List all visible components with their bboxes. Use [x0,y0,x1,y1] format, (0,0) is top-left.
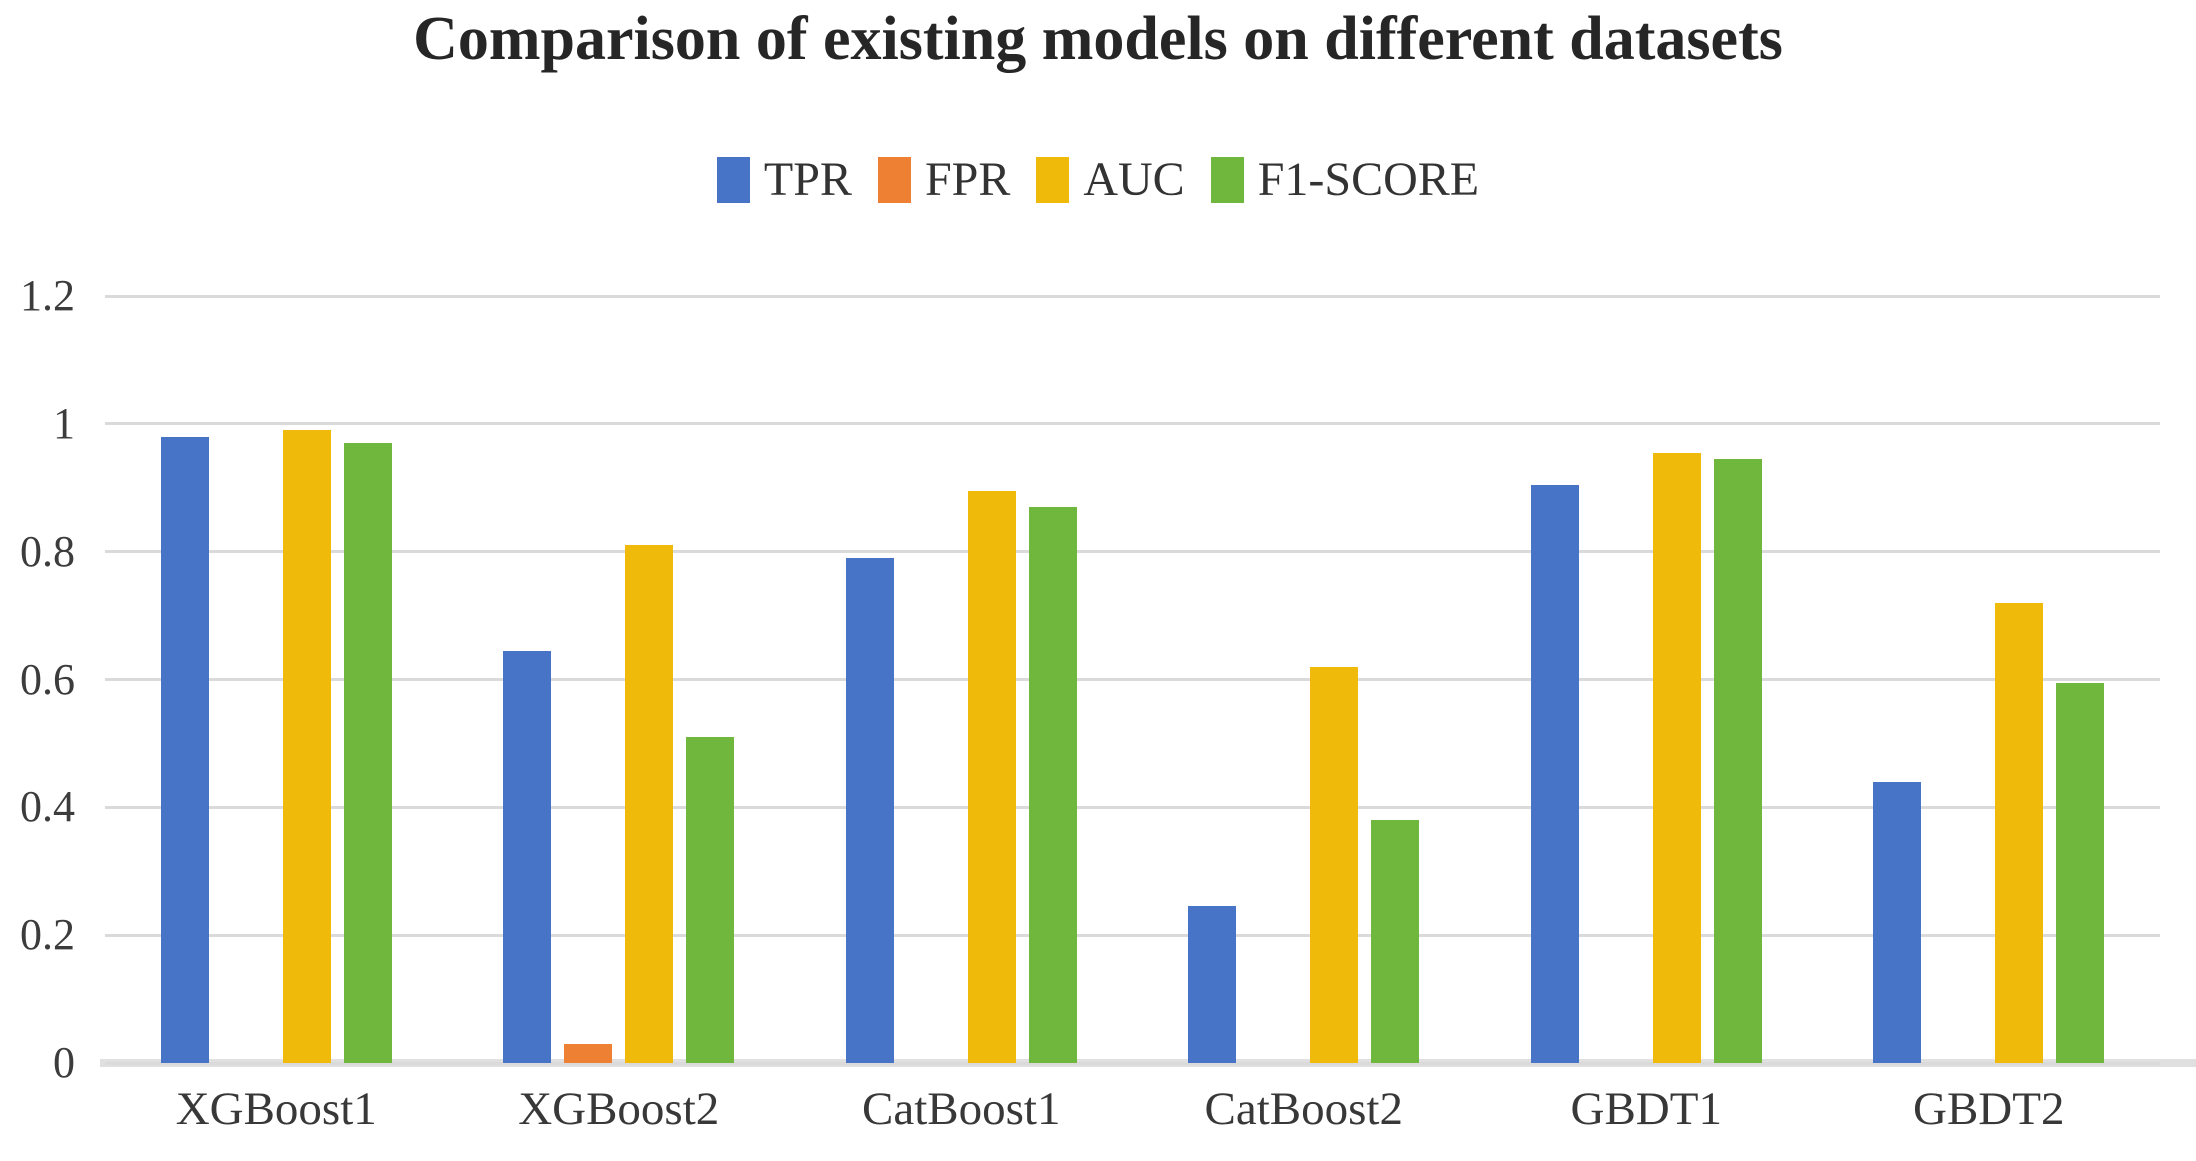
bar-tpr-gbdt1 [1530,484,1579,1063]
x-label-catboost1: CatBoost1 [862,1083,1061,1135]
bar-group-catboost1 [790,296,1133,1063]
x-axis-labels: XGBoost1 XGBoost2 CatBoost1 CatBoost2 GBDT1 G… [105,1086,2160,1133]
x-label-xgboost2: XGBoost2 [518,1083,720,1135]
bar-tpr-catboost2 [1188,906,1237,1063]
plot-area: 0 0.2 0.4 0.6 0.8 1 1.2 [20,274,2196,1085]
bar-auc-xgboost1 [282,430,331,1063]
y-tick-label-0: 0 [53,1038,75,1087]
bar-auc-gbdt1 [1652,452,1701,1063]
legend-item-fpr: FPR [877,153,1011,206]
gridline-1-2 [105,294,2160,298]
legend-label-auc: AUC [1083,153,1185,206]
bar-f1-score-xgboost1 [343,443,392,1063]
y-tick-label-0-4: 0.4 [20,782,75,832]
chart-title: Comparison of existing models on differe… [413,5,1783,73]
legend-swatch-auc [1036,157,1070,203]
y-tick-label-1-2: 1.2 [20,271,75,320]
legend-label-f1-score: F1-SCORE [1257,153,1480,206]
bar-fpr-xgboost2 [564,1043,613,1063]
bar-auc-xgboost2 [625,545,674,1063]
gridline-0-6 [105,678,2160,681]
legend-item-f1-score: F1-SCORE [1210,153,1480,206]
bar-tpr-gbdt2 [1873,781,1922,1063]
legend-swatch-tpr [716,157,750,203]
bar-tpr-catboost1 [845,558,894,1063]
bar-auc-catboost2 [1310,666,1359,1063]
legend-item-tpr: TPR [716,153,852,206]
bar-group-xgboost1 [105,296,448,1063]
x-label-xgboost1: XGBoost1 [175,1083,377,1135]
bar-f1-score-catboost1 [1028,506,1077,1063]
gridline-0-8 [105,550,2160,554]
bar-group-gbdt1 [1475,296,1818,1063]
bar-group-catboost2 [1133,296,1476,1063]
bar-auc-gbdt2 [1995,602,2044,1063]
x-label-catboost2: CatBoost2 [1204,1083,1403,1135]
legend: TPR FPR AUC F1-SCORE [0,156,2196,204]
bar-f1-score-gbdt2 [2056,682,2105,1063]
bar-group-gbdt2 [1818,296,2161,1063]
bar-f1-score-gbdt1 [1713,459,1762,1063]
y-tick-label-0-8: 0.8 [20,526,75,576]
bar-tpr-xgboost2 [503,650,552,1063]
legend-swatch-f1-score [1210,157,1244,203]
legend-label-tpr: TPR [763,153,852,206]
bar-tpr-xgboost1 [160,436,209,1063]
legend-swatch-fpr [877,157,911,203]
x-label-gbdt1: GBDT1 [1570,1083,1722,1135]
bar-f1-score-xgboost2 [686,737,735,1063]
bar-groups [105,296,2160,1063]
bar-group-xgboost2 [448,296,791,1063]
gridline-0-2 [105,933,2160,937]
legend-item-auc: AUC [1036,153,1185,206]
bar-auc-catboost1 [967,490,1016,1063]
y-tick-label-1: 1 [53,398,75,448]
x-label-gbdt2: GBDT2 [1913,1083,2065,1135]
gridline-1 [105,422,2160,426]
legend-label-fpr: FPR [924,153,1011,206]
y-tick-label-0-6: 0.6 [20,654,75,704]
bar-f1-score-catboost2 [1371,820,1420,1063]
y-tick-label-0-2: 0.2 [20,910,75,960]
gridline-0 [105,1061,2160,1065]
gridline-0-4 [105,805,2160,809]
